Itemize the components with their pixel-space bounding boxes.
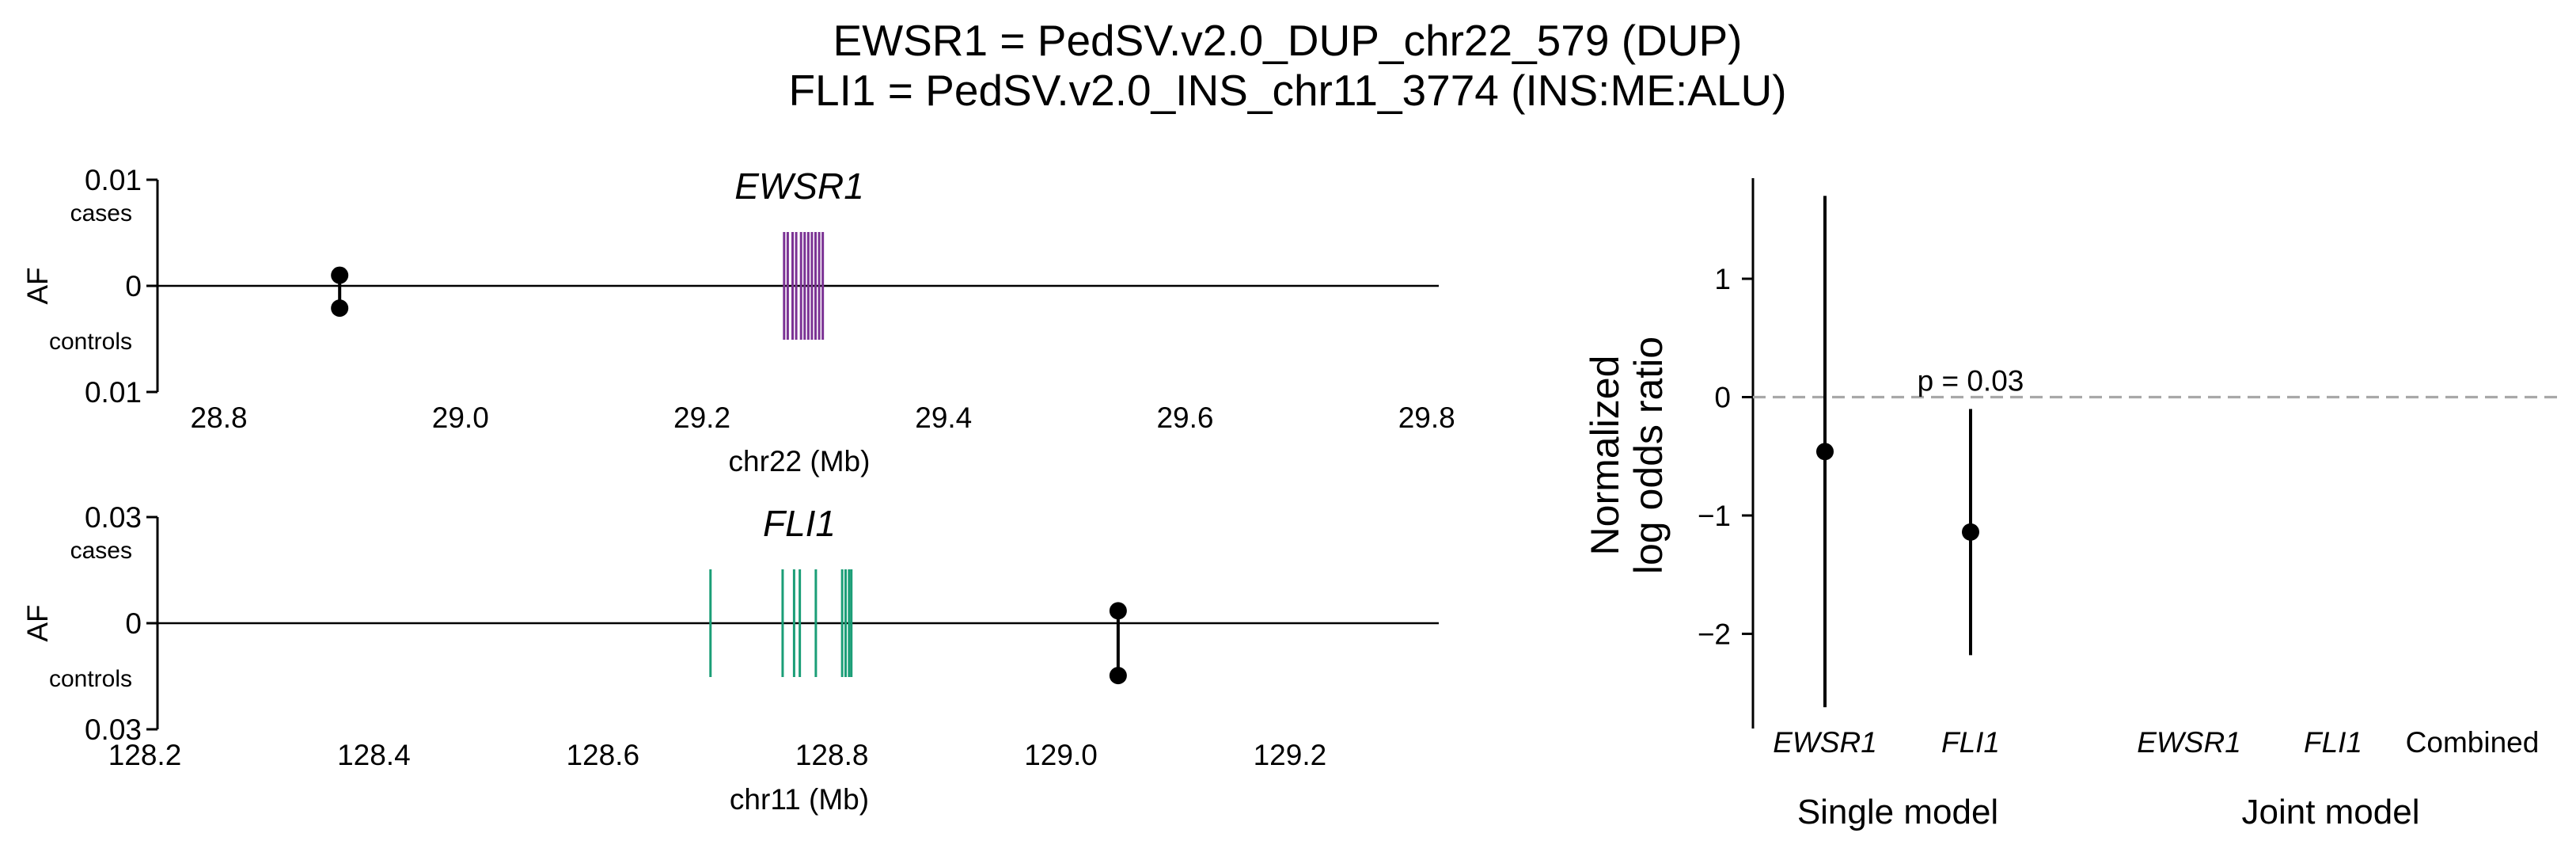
estimate-point [1816,443,1834,461]
y-tick-label: −2 [1698,618,1731,650]
variant-controls-point [1109,667,1127,685]
x-tick-label: 128.8 [795,739,869,771]
forest-panel: 1 0 −1 −2 Normalized log odds ratio p = 0.03 EW… [1583,178,2558,831]
category-label: EWSR1 [1773,726,1877,759]
y-tick-label: 1 [1714,263,1731,295]
controls-label: controls [49,666,132,692]
category-label: EWSR1 [2137,726,2241,759]
group-label: Joint model [2241,793,2419,831]
x-tick-label: 129.2 [1254,739,1327,771]
x-tick-label: 128.4 [337,739,411,771]
ewsr1-panel: 0.01 0 0.01 cases controls AF 28.8 29.0 29.2 29.4… [21,164,1455,477]
variant-cases-point [1109,602,1127,620]
category-label: FLI1 [2304,726,2362,759]
y-tick-label-top: 0.03 [85,501,142,534]
p-value-annotation: p = 0.03 [1918,365,2024,398]
x-tick-label: 128.2 [108,739,182,771]
category-label: FLI1 [1941,726,2000,759]
cases-label: cases [70,200,132,226]
x-axis-label: chr22 (Mb) [729,445,871,477]
x-axis-label: chr11 (Mb) [730,783,869,816]
title-line-2: FLI1 = PedSV.v2.0_INS_chr11_3774 (INS:ME… [788,66,1786,115]
group-label: Single model [1797,793,1998,831]
x-tick-label: 128.6 [566,739,639,771]
y-tick-label: −1 [1698,500,1731,532]
fli1-panel: 0.03 0 0.03 cases controls AF 128.2 128.4 128.6 1… [21,501,1439,816]
y-tick-label-zero: 0 [125,270,142,302]
y-tick-label: 0 [1714,382,1731,414]
figure-title: EWSR1 = PedSV.v2.0_DUP_chr22_579 (DUP) F… [788,16,1786,115]
x-tick-label: 29.8 [1398,401,1455,434]
y-axis-label: AF [21,267,54,304]
y-axis-label: AF [21,604,54,641]
x-tick-label: 129.0 [1024,739,1098,771]
title-line-1: EWSR1 = PedSV.v2.0_DUP_chr22_579 (DUP) [833,16,1743,65]
estimate-point [1962,523,1979,541]
x-tick-label: 29.6 [1156,401,1213,434]
gene-name: FLI1 [763,503,836,544]
x-tick-label: 29.0 [432,401,489,434]
y-tick-label-bottom: 0.03 [85,713,142,746]
y-axis-label-line-1: Normalized [1583,356,1627,556]
cases-label: cases [70,538,132,564]
y-tick-label-top: 0.01 [85,164,142,196]
x-tick-label: 29.4 [915,401,972,434]
variant-controls-point [331,299,349,318]
x-tick-label: 29.2 [673,401,730,434]
y-tick-label-bottom: 0.01 [85,376,142,409]
y-axis-label-line-2: log odds ratio [1626,337,1671,574]
gene-name: EWSR1 [734,165,864,207]
x-tick-label: 28.8 [191,401,248,434]
controls-label: controls [49,329,132,355]
category-label: Combined [2406,726,2540,759]
variant-cases-point [331,266,349,284]
y-tick-label-zero: 0 [125,607,142,640]
